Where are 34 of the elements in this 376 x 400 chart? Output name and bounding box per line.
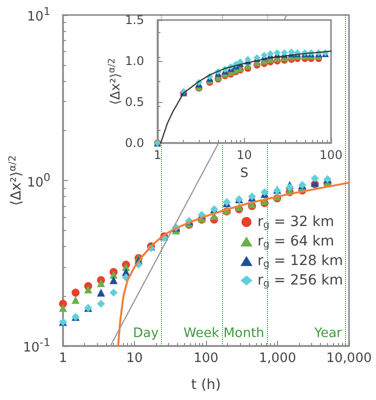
point [72, 296, 80, 304]
y-tick-label: 10$^{1}$ [27, 5, 50, 24]
x-tick-label: 1,000 [258, 351, 296, 366]
y-tick-label: 1.5 [125, 13, 144, 27]
y-tick-label: 0.0 [125, 136, 144, 150]
point [310, 174, 319, 182]
ref-line-label: Day [133, 326, 159, 341]
x-axis-title: S [240, 166, 248, 181]
point [97, 288, 105, 297]
x-tick-label: 10,000 [326, 351, 372, 366]
y-tick-label: 10$^{-1}$ [23, 336, 50, 356]
point [97, 300, 105, 308]
ref-line-label: Month [224, 326, 264, 341]
x-tick-label: 1 [58, 351, 68, 366]
point [286, 183, 294, 192]
y-tick-label: 1.0 [125, 54, 144, 68]
point [84, 285, 92, 294]
y-axis-title: ⟨Δx²⟩α/2 [8, 155, 24, 206]
x-tick-label: 10 [126, 351, 143, 366]
point [59, 304, 67, 312]
x-tick-label: 10 [236, 148, 252, 162]
point [97, 279, 105, 288]
ref-line-label: Week [183, 326, 220, 341]
point [72, 288, 80, 297]
x-tick-label: 1 [154, 148, 162, 162]
x-tick-label: 100 [320, 148, 342, 162]
y-tick-label: 0.5 [125, 95, 144, 109]
x-axis-title: t (h) [191, 377, 221, 393]
x-tick-label: 100 [194, 351, 218, 366]
y-tick-label: 10$^{0}$ [27, 170, 50, 190]
y-axis-title: ⟨Δx²⟩α/2 [108, 58, 124, 105]
point [110, 288, 118, 297]
ref-line-label: Year [313, 326, 343, 341]
point [110, 276, 118, 284]
